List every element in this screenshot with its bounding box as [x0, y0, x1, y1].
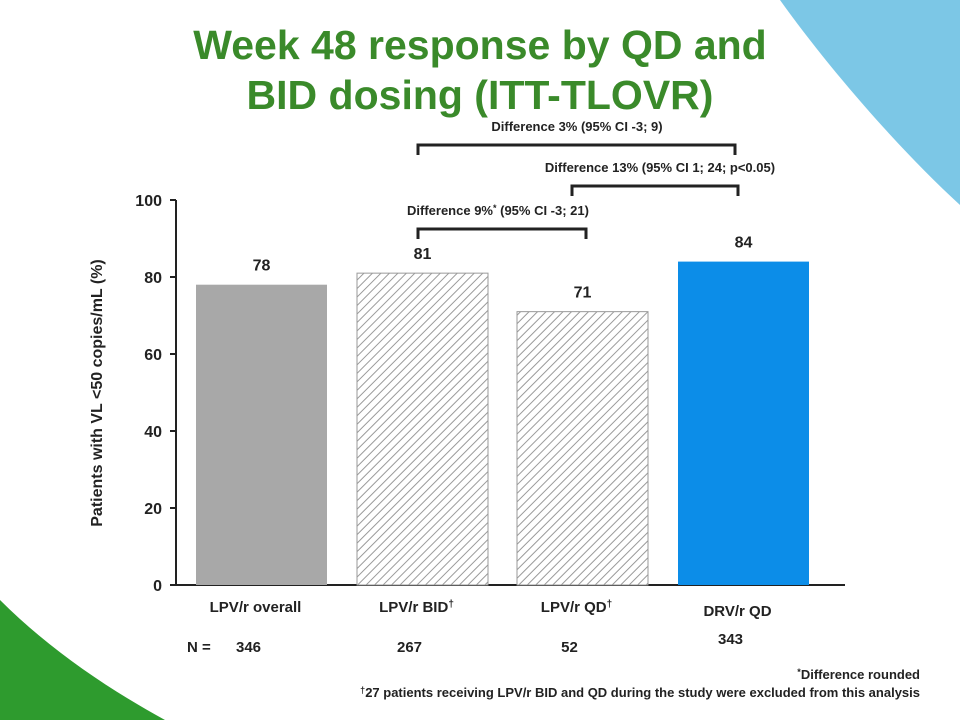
y-tick-label: 80 [144, 270, 162, 287]
category-label: LPV/r overall [210, 599, 302, 616]
category-label-text: LPV/r BID [379, 599, 448, 616]
category-label-text: DRV/r QD [703, 603, 771, 620]
category-label-marker: † [607, 599, 613, 610]
n-value: 267 [397, 639, 422, 656]
comparison-label: Difference 3% (95% CI -3; 9) [491, 119, 662, 134]
comparison-bracket [416, 227, 588, 239]
footnote-1-text: Difference rounded [801, 667, 920, 682]
bar [516, 311, 649, 586]
comparison-label-text: Difference 13% (95% CI 1; 24; p<0.05) [545, 160, 775, 175]
bar [196, 284, 327, 585]
comparison-label: Difference 9%* (95% CI -3; 21) [407, 203, 589, 218]
comparison-bracket [570, 184, 740, 196]
bar-value-label: 81 [414, 246, 432, 263]
bar-value-label: 84 [735, 235, 753, 252]
title-line-2: BID dosing (ITT-TLOVR) [246, 72, 714, 118]
y-tick-label: 60 [144, 347, 162, 364]
title-line-1: Week 48 response by QD and [193, 22, 767, 68]
y-axis-label: Patients with VL <50 copies/mL (%) [89, 259, 106, 526]
bottom-left-swoosh [0, 600, 165, 720]
category-label: LPV/r QD† [541, 599, 612, 616]
category-label-text: LPV/r QD [541, 599, 607, 616]
category-label-text: LPV/r overall [210, 599, 302, 616]
category-label: DRV/r QD [703, 603, 771, 620]
footnote-1: *Difference rounded [797, 667, 920, 682]
comparison-label: Difference 13% (95% CI 1; 24; p<0.05) [545, 160, 775, 175]
y-tick-label: 40 [144, 424, 162, 441]
comparison-label-rest: (95% CI -3; 21) [497, 203, 589, 218]
n-label: N = [187, 639, 211, 656]
y-tick-label: 0 [153, 578, 162, 595]
comparison-label-text: Difference 9% [407, 203, 493, 218]
y-tick-label: 100 [135, 193, 162, 210]
footnote-2-marker: † [360, 685, 365, 695]
comparison-label-text: Difference 3% (95% CI -3; 9) [491, 119, 662, 134]
footnote-2-text: 27 patients receiving LPV/r BID and QD d… [365, 685, 920, 700]
y-tick-label: 20 [144, 501, 162, 518]
top-right-swoosh [780, 0, 960, 205]
n-value: 346 [236, 639, 261, 656]
comparison-label-marker: * [493, 203, 497, 213]
comparison-bracket [416, 143, 737, 155]
category-label-marker: † [448, 599, 454, 610]
n-value: 52 [561, 639, 578, 656]
bar-value-label: 78 [253, 258, 271, 275]
category-label: LPV/r BID† [379, 599, 454, 616]
footnote-2: †27 patients receiving LPV/r BID and QD … [360, 685, 920, 700]
page-title: Week 48 response by QD and BID dosing (I… [100, 20, 860, 120]
n-value: 343 [718, 631, 743, 648]
bar [356, 272, 489, 586]
bar-value-label: 71 [574, 285, 592, 302]
footnote-1-marker: * [797, 667, 801, 677]
bar [678, 261, 809, 585]
